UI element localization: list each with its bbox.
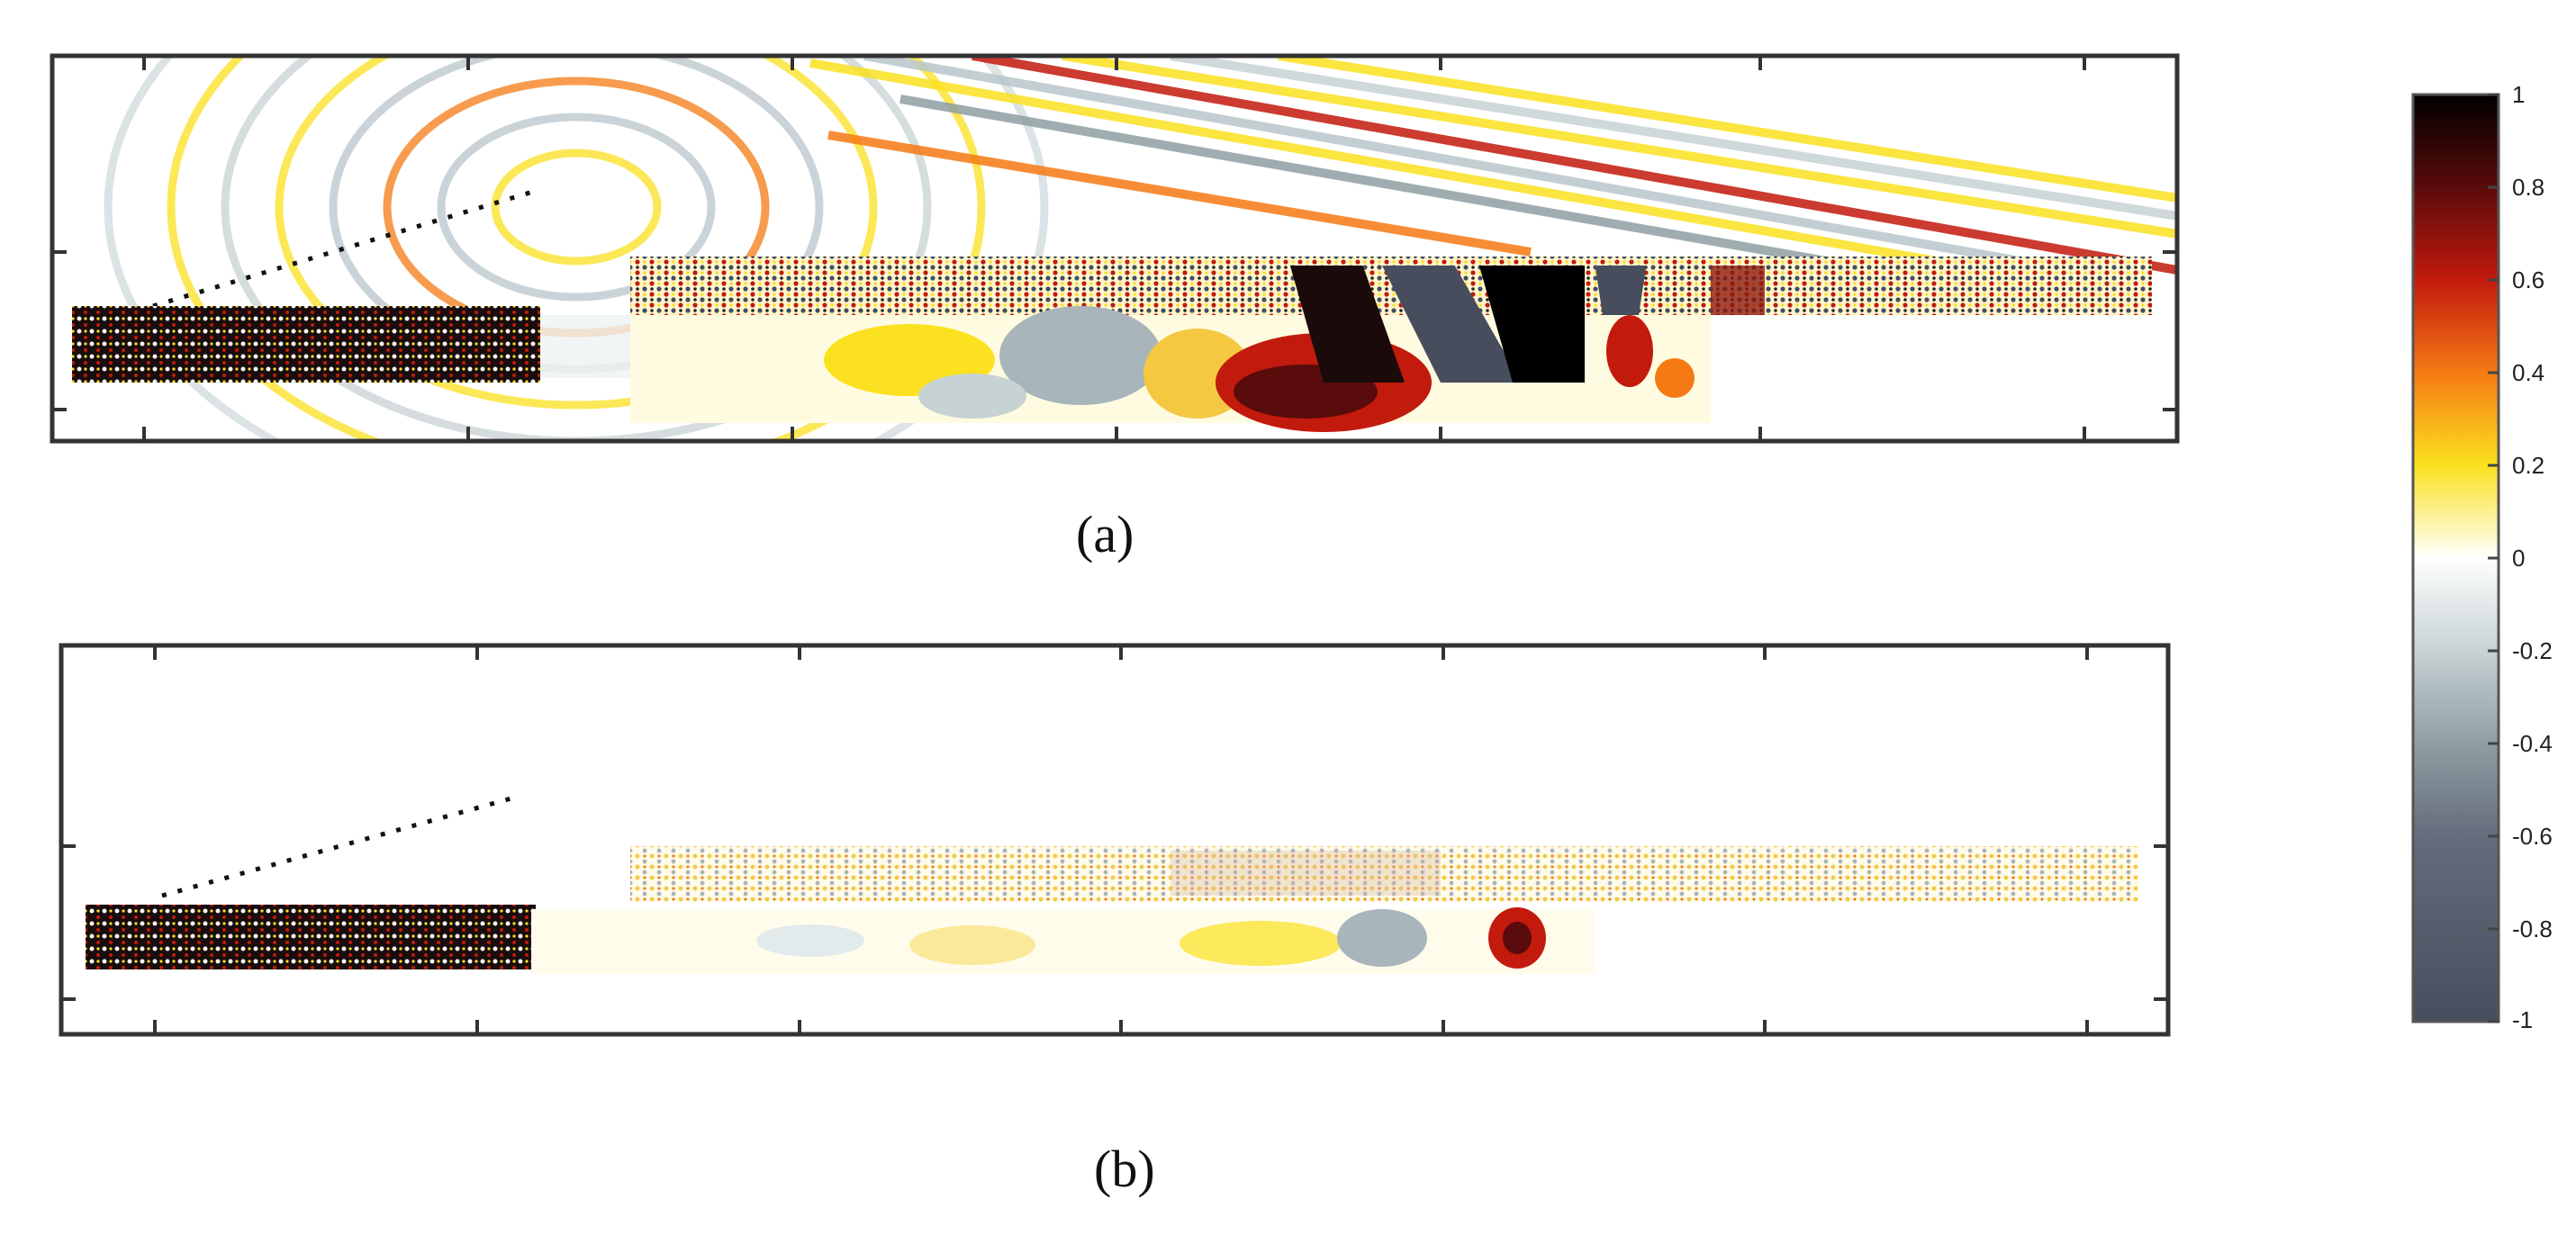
panel-b-frame <box>59 643 2171 1037</box>
panel-a-field <box>52 56 2177 441</box>
colorbar-tick-label: 0.8 <box>2512 174 2545 201</box>
colorbar-tick-label: 0 <box>2512 545 2526 572</box>
panel-b-ticks <box>61 645 2168 1034</box>
colorbar-ticks <box>2488 93 2499 1023</box>
colorbar-tick-label: 0.4 <box>2512 359 2545 386</box>
colorbar-tick-label: 0.2 <box>2512 452 2545 479</box>
colorbar-tick-label: 1 <box>2512 81 2526 108</box>
panel-a-ticks <box>52 56 2177 441</box>
colorbar-tick-label: 0.6 <box>2512 266 2545 293</box>
colorbar-tick-label: -0.6 <box>2512 823 2553 850</box>
colorbar-tick-label: -0.8 <box>2512 915 2553 942</box>
colorbar <box>2411 93 2500 1023</box>
caption-panel-a: (a) <box>1076 505 1134 563</box>
colorbar-tick-label: -1 <box>2512 1006 2534 1033</box>
colorbar-tick-label: -0.2 <box>2512 637 2553 664</box>
colorbar-tick-label: -0.4 <box>2512 730 2553 757</box>
panel-b-field <box>61 645 2168 1034</box>
caption-panel-b: (b) <box>1094 1140 1155 1198</box>
